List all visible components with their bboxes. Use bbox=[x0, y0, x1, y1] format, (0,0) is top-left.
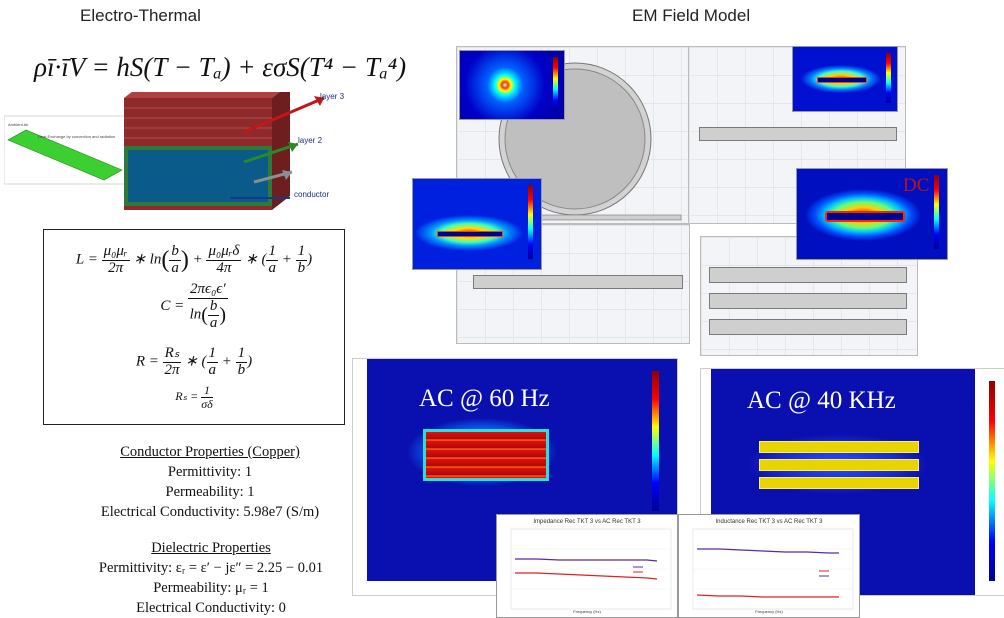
conductor-title: Conductor Properties (Copper) bbox=[120, 444, 300, 460]
L-lhs: L = bbox=[75, 251, 98, 268]
inset-caption: Ambient Air bbox=[8, 122, 29, 127]
impedance-chart-title: Impedance Rec TKT 3 vs AC Rec TKT 3 bbox=[533, 519, 641, 525]
conductor-label: conductor bbox=[294, 190, 330, 199]
layer-2-label: layer 2 bbox=[298, 136, 323, 145]
layer-diagram-graphic bbox=[3, 84, 325, 210]
conductor-properties: Conductor Properties (Copper) Permittivi… bbox=[60, 444, 360, 521]
impedance-chart: Impedance Rec TKT 3 vs AC Rec TKT 3 Freq… bbox=[496, 514, 678, 618]
dielectric-properties: Dielectric Properties Permittivity: εᵣ =… bbox=[66, 540, 356, 617]
L-i2-num: 1 bbox=[295, 243, 308, 261]
R-plus: + bbox=[221, 353, 232, 370]
inductance-xlabel: Frequency (Hz) bbox=[755, 609, 783, 614]
bar-3 bbox=[709, 319, 907, 335]
ac-40khz-label: AC @ 40 KHz bbox=[747, 387, 896, 414]
heatmap-circle-small bbox=[459, 50, 565, 120]
ac60-axis-strip bbox=[353, 359, 367, 595]
L-ln: ∗ ln bbox=[133, 251, 162, 268]
dielectric-conductivity: Electrical Conductivity: 0 bbox=[136, 600, 286, 616]
L-t2-den: 4π bbox=[216, 259, 232, 276]
impedance-plot bbox=[510, 528, 672, 610]
surface-resistance-formula: Rₛ = 1 σδ bbox=[44, 384, 344, 410]
L-b: b bbox=[169, 243, 181, 261]
conductor-permittivity: Permittivity: 1 bbox=[167, 464, 253, 480]
heatmap-single-bar bbox=[792, 46, 898, 112]
R-paren: ∗ ( bbox=[185, 353, 207, 370]
L-plus2: + bbox=[281, 251, 292, 268]
ac60-conductor bbox=[423, 429, 549, 481]
dielectric-permeability: Permeability: μᵣ = 1 bbox=[153, 580, 269, 596]
conductor-permeability: Permeability: 1 bbox=[165, 484, 255, 500]
R-den: 2π bbox=[164, 361, 180, 378]
bar-1 bbox=[709, 267, 907, 283]
C-b: b bbox=[207, 297, 220, 316]
ac-60hz-label: AC @ 60 Hz bbox=[419, 385, 550, 412]
long-bar-shape bbox=[473, 275, 683, 289]
colorbar-1 bbox=[553, 57, 558, 111]
single-bar-core bbox=[817, 77, 867, 83]
heatmap-left-bar bbox=[412, 178, 542, 270]
L-plus: + bbox=[192, 251, 203, 268]
dielectric-permittivity: Permittivity: εᵣ = ε′ − jε″ = 2.25 − 0.0… bbox=[98, 560, 324, 576]
bar-2 bbox=[709, 293, 907, 309]
inductance-chart: Inductance Rec TKT 3 vs AC Rec TKT 3 Fre… bbox=[678, 514, 860, 618]
conductor-conductivity: Electrical Conductivity: 5.98e7 (S/m) bbox=[100, 504, 320, 520]
R-close: ) bbox=[247, 353, 253, 370]
Rs-den: σδ bbox=[201, 396, 213, 411]
inductance-plot bbox=[692, 528, 854, 610]
C-lhs: C = bbox=[160, 298, 185, 315]
L-t1-num: μ₀μᵣ bbox=[101, 243, 130, 261]
Rs-lhs: Rₛ = bbox=[175, 388, 199, 403]
L-i1-num: 1 bbox=[266, 243, 278, 261]
colorbar-ac60 bbox=[652, 371, 659, 511]
colorbar-2 bbox=[886, 53, 891, 103]
L-close: ) bbox=[307, 251, 313, 268]
R-i2-den: b bbox=[237, 361, 246, 378]
colorbar-3 bbox=[528, 185, 533, 259]
thermal-equation: ρī·īV = hS(T − Tₐ) + εσS(T⁴ − Tₐ⁴) bbox=[34, 52, 407, 82]
R-i2-num: 1 bbox=[235, 345, 248, 363]
electro-thermal-heading: Electro-Thermal bbox=[80, 6, 201, 25]
ac40k-bar-3 bbox=[759, 477, 919, 489]
heatmap-dc: DC bbox=[796, 168, 948, 260]
ac40k-bar-1 bbox=[759, 441, 919, 453]
R-num: Rₛ bbox=[162, 345, 182, 363]
R-i1-num: 1 bbox=[206, 345, 218, 363]
single-bar-shape bbox=[699, 127, 897, 141]
ac40k-bar-2 bbox=[759, 459, 919, 471]
L-t1-den: 2π bbox=[108, 259, 124, 276]
left-bar-core bbox=[437, 231, 503, 237]
resistance-formula: R = Rₛ 2π ∗ (1 a + 1 b) bbox=[44, 345, 344, 379]
layer-3-label: layer 3 bbox=[320, 92, 345, 101]
capacitance-formula: C = 2πϵ₀ϵ′ ln(b a) bbox=[160, 281, 228, 331]
L-paren: ∗ ( bbox=[245, 251, 267, 268]
em-field-model-heading: EM Field Model bbox=[632, 6, 751, 25]
R-i1-den: a bbox=[208, 361, 217, 378]
dc-bar-core bbox=[825, 211, 905, 222]
L-a: a bbox=[171, 259, 179, 276]
dielectric-title: Dielectric Properties bbox=[151, 540, 271, 556]
colorbar-ac40k bbox=[989, 381, 995, 581]
impedance-xlabel: Frequency (Hz) bbox=[573, 609, 601, 614]
layer-diagram: Heat Exchange by convection and radiatio… bbox=[3, 84, 404, 218]
inset-title: Heat Exchange by convection and radiatio… bbox=[38, 134, 116, 139]
Rs-num: 1 bbox=[201, 384, 213, 398]
L-t2-num: μ₀μᵣδ bbox=[206, 243, 242, 261]
geometry-panel-long-bar bbox=[456, 224, 690, 344]
R-lhs: R = bbox=[135, 353, 159, 370]
inductance-chart-title: Inductance Rec TKT 3 vs AC Rec TKT 3 bbox=[715, 519, 823, 525]
L-i2-den: b bbox=[297, 259, 306, 276]
C-num: 2πϵ₀ϵ′ bbox=[188, 281, 228, 299]
L-i1-den: a bbox=[268, 259, 276, 276]
ac40k-axis-strip bbox=[701, 369, 711, 595]
colorbar-dc bbox=[934, 175, 939, 249]
C-a: a bbox=[209, 314, 218, 331]
dc-label: DC bbox=[903, 175, 930, 196]
C-ln: ln bbox=[189, 306, 202, 323]
